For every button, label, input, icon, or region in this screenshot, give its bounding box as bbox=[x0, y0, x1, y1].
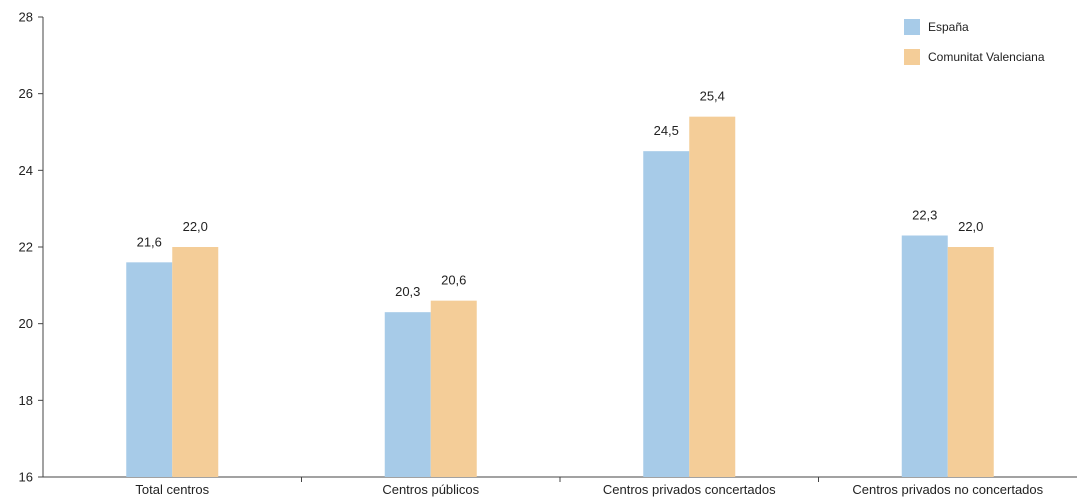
x-tick-label: Centros públicos bbox=[382, 482, 479, 497]
legend-swatch bbox=[904, 19, 920, 35]
x-tick-label: Total centros bbox=[135, 482, 209, 497]
y-tick-label: 24 bbox=[19, 163, 33, 178]
bar bbox=[947, 247, 994, 477]
bar bbox=[901, 235, 948, 477]
bar bbox=[172, 247, 219, 477]
legend: España Comunitat Valenciana bbox=[904, 19, 1045, 65]
y-tick-label: 26 bbox=[19, 86, 33, 101]
data-label: 24,5 bbox=[654, 123, 679, 138]
data-label: 21,6 bbox=[137, 234, 162, 249]
legend-label: España bbox=[928, 20, 969, 34]
legend-label: Comunitat Valenciana bbox=[928, 50, 1045, 64]
data-label: 22,0 bbox=[958, 219, 983, 234]
y-tick-label: 20 bbox=[19, 316, 33, 331]
y-tick-label: 18 bbox=[19, 393, 33, 408]
x-tick-label: Centros privados no concertados bbox=[852, 482, 1043, 497]
y-tick-label: 16 bbox=[19, 470, 33, 485]
legend-swatch bbox=[904, 49, 920, 65]
data-label: 20,3 bbox=[395, 284, 420, 299]
bars: 21,6 20,3 24,5 22,3 22,0 20,6 25,4 22,0 bbox=[126, 89, 994, 478]
axes: 16 18 20 22 24 26 28 Total centros Centros públi… bbox=[19, 10, 1077, 497]
bar bbox=[643, 151, 690, 477]
data-label: 22,0 bbox=[183, 219, 208, 234]
data-label: 22,3 bbox=[912, 208, 937, 223]
x-tick-label: Centros privados concertados bbox=[603, 482, 776, 497]
data-label: 20,6 bbox=[441, 273, 466, 288]
bar bbox=[689, 116, 736, 478]
bar bbox=[430, 300, 477, 477]
y-tick-label: 22 bbox=[19, 240, 33, 255]
bar bbox=[384, 312, 431, 477]
data-label: 25,4 bbox=[700, 89, 725, 104]
y-tick-label: 28 bbox=[19, 10, 33, 25]
bar bbox=[126, 262, 173, 477]
